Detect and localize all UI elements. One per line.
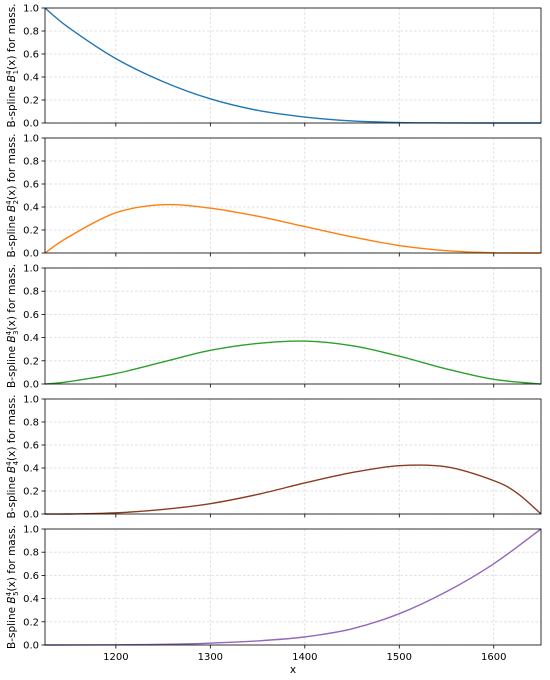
y-axis-label: B-spline B44(x) for mass. (5, 394, 20, 518)
y-tick-label: 0.4 (23, 203, 39, 214)
y-tick-label: 0.8 (23, 418, 39, 429)
subplot-1: 0.0 0.2 0.4 0.6 0.8 1.0B-spline B41(x) for ma… (5, 3, 542, 130)
y-tick-label: 0.6 (23, 571, 39, 582)
y-tick-label: 0.4 (23, 464, 39, 475)
x-tick-label: 1600 (481, 652, 506, 663)
y-axis-label: B-spline B41(x) for mass. (5, 3, 20, 127)
subplot-2: 0.0 0.2 0.4 0.6 0.8 1.0B-spline B42(x) for ma… (5, 133, 542, 260)
y-tick-label: 0.4 (23, 73, 39, 84)
y-tick-label: 1.0 (23, 4, 39, 15)
y-tick-label: 1.0 (23, 264, 39, 275)
y-tick-label: 0.0 (23, 641, 39, 652)
y-tick-label: 0.8 (23, 548, 39, 559)
y-tick-label: 0.2 (23, 356, 39, 367)
axes-frame (44, 528, 542, 646)
x-tick-label: 1300 (198, 652, 223, 663)
y-tick-label: 0.6 (23, 180, 39, 191)
y-tick-label: 0.0 (23, 380, 39, 391)
subplot-3: 0.0 0.2 0.4 0.6 0.8 1.0B-spline B43(x) for ma… (5, 264, 542, 391)
y-tick-label: 1.0 (23, 134, 39, 145)
y-tick-label: 0.0 (23, 119, 39, 130)
y-tick-label: 0.0 (23, 510, 39, 521)
y-tick-label: 0.2 (23, 226, 39, 237)
y-tick-label: 0.6 (23, 310, 39, 321)
y-tick-label: 0.8 (23, 157, 39, 168)
axes-frame (44, 137, 542, 254)
x-tick-label: 1400 (292, 652, 317, 663)
x-axis-label: x (290, 664, 296, 676)
y-tick-label: 1.0 (23, 525, 39, 536)
y-tick-label: 0.2 (23, 96, 39, 107)
y-tick-label: 0.8 (23, 287, 39, 298)
y-tick-label: 0.2 (23, 617, 39, 628)
series-line (44, 203, 542, 254)
subplot-5: 0.0 0.2 0.4 0.6 0.8 1.0 1200 1300 1400 1500 1600 B-… (5, 525, 542, 676)
axes-frame (44, 267, 542, 385)
y-tick-label: 0.8 (23, 27, 39, 38)
series-line (44, 7, 542, 124)
y-tick-label: 0.6 (23, 50, 39, 61)
y-tick-label: 0.2 (23, 487, 39, 498)
y-tick-label: 0.4 (23, 594, 39, 605)
y-tick-label: 0.6 (23, 441, 39, 452)
y-tick-label: 0.4 (23, 333, 39, 344)
x-tick-label: 1500 (387, 652, 412, 663)
x-tick-label: 1200 (103, 652, 128, 663)
series-line (44, 528, 542, 646)
y-axis-label: B-spline B43(x) for mass. (5, 264, 20, 388)
series-line (44, 340, 542, 385)
axes-frame (44, 398, 542, 515)
y-axis-label: B-spline B42(x) for mass. (5, 133, 20, 257)
axes-frame (44, 7, 542, 124)
y-axis-label: B-spline B45(x) for mass. (5, 525, 20, 649)
y-tick-label: 1.0 (23, 395, 39, 406)
y-tick-label: 0.0 (23, 249, 39, 260)
series-line (44, 464, 542, 515)
subplot-4: 0.0 0.2 0.4 0.6 0.8 1.0B-spline B44(x) for ma… (5, 394, 542, 521)
